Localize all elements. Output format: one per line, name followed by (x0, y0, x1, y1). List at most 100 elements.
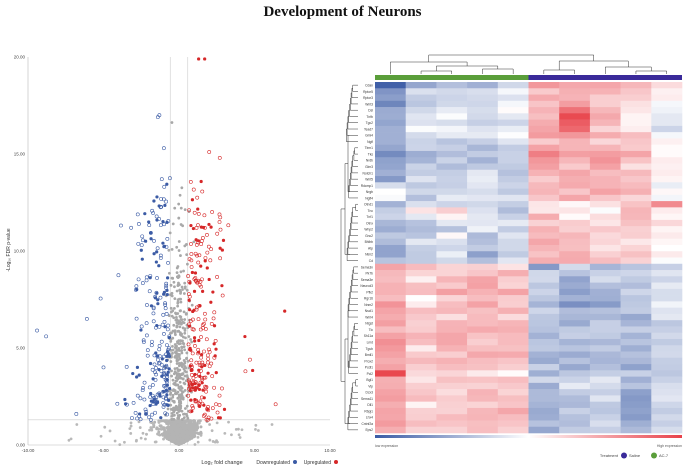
heatmap-cell (497, 226, 529, 233)
volcano-point (184, 379, 188, 383)
volcano-point (179, 423, 183, 427)
heatmap-cell (405, 100, 437, 108)
downregulated-point (151, 211, 155, 215)
heatmap-cell (589, 125, 621, 133)
upregulated-point (199, 239, 204, 243)
heatmap-cell (467, 332, 499, 340)
upregulated-point (199, 395, 204, 400)
heatmap-cell (528, 263, 560, 271)
heatmap-cell (497, 144, 529, 152)
heatmap-cell (620, 219, 652, 227)
heatmap-cell (620, 420, 652, 428)
heatmap-cell (528, 351, 560, 359)
heatmap-cell (467, 138, 499, 145)
downregulated-point (161, 389, 166, 394)
heatmap-cell (375, 176, 406, 183)
volcano-point (171, 222, 175, 226)
upregulated-point (202, 321, 206, 326)
heatmap-cell (405, 382, 437, 390)
upregulated-point (196, 317, 201, 322)
volcano-point (177, 216, 181, 220)
heatmap-cell (405, 326, 437, 334)
heatmap-cell (375, 345, 406, 352)
volcano-point (169, 306, 173, 310)
heatmap-cell (620, 188, 652, 196)
downregulated-point (164, 312, 169, 316)
volcano-point (182, 381, 186, 385)
heatmap-cell (375, 276, 406, 283)
upregulated-point (212, 385, 216, 390)
volcano-x-tick-label: 10.00 (324, 448, 336, 453)
downregulated-point (157, 367, 161, 372)
volcano-point (177, 249, 181, 252)
heatmap-cell (467, 125, 499, 133)
heatmap-cell (405, 201, 437, 208)
upregulated-point (191, 382, 195, 387)
volcano-point (157, 420, 161, 424)
heatmap-cell (436, 219, 468, 227)
volcano-y-tick-label: 0.00 (16, 443, 25, 448)
volcano-point (172, 382, 176, 386)
heatmap-cell (405, 213, 437, 221)
upregulated-point (187, 279, 192, 284)
heatmap-cell (589, 395, 621, 402)
volcano-point (173, 285, 176, 289)
heatmap-row-label: Ngfl (367, 140, 373, 144)
volcano-point (186, 262, 189, 266)
heatmap-cell (651, 326, 683, 334)
heatmap-cell (497, 125, 529, 133)
heatmap-cell (467, 313, 499, 321)
upregulated-point (192, 308, 196, 312)
heatmap-cell (405, 107, 437, 114)
volcano-point (187, 210, 191, 213)
heatmap-cell (559, 132, 591, 139)
heatmap-row-label: Rbpj1 (364, 409, 373, 413)
heatmap-cell (651, 382, 683, 390)
volcano-point (179, 300, 183, 304)
volcano-point (137, 420, 141, 424)
volcano-point (177, 281, 180, 285)
volcano-point (215, 421, 219, 425)
volcano-point (172, 323, 176, 327)
downregulated-point (157, 264, 161, 268)
upregulated-point (197, 368, 201, 372)
heatmap-cell (375, 207, 406, 214)
heatmap-cell (467, 270, 499, 277)
heatmap-cell (436, 351, 468, 359)
downregulated-point (44, 334, 49, 339)
downregulated-point (165, 292, 169, 297)
heatmap-cell (405, 88, 437, 95)
heatmap-cell (528, 232, 560, 239)
upregulated-point (204, 389, 208, 394)
heatmap-cell (375, 307, 406, 315)
heatmap-cell (651, 338, 683, 346)
volcano-point (159, 424, 163, 428)
heatmap-cell (559, 82, 591, 89)
heatmap-cell (436, 407, 468, 415)
heatmap-cell (651, 351, 683, 359)
heatmap-cell (375, 395, 406, 402)
heatmap-cell (467, 107, 499, 114)
volcano-point (179, 292, 182, 295)
heatmap-cell (620, 132, 652, 139)
heatmap-cell (436, 107, 468, 114)
volcano-point (172, 417, 176, 421)
heatmap-cell (528, 176, 560, 183)
volcano-point (172, 388, 176, 392)
heatmap-cell (436, 232, 468, 239)
upregulated-point (196, 223, 200, 228)
downregulated-point (152, 362, 157, 367)
heatmap-cell (651, 389, 683, 396)
upregulated-point (209, 300, 213, 304)
heatmap-cell (528, 426, 560, 434)
heatmap-cell (589, 288, 621, 296)
volcano-point (176, 329, 180, 333)
volcano-point (197, 421, 201, 425)
heatmap-cell (497, 395, 529, 402)
heatmap-cell (375, 407, 406, 415)
heatmap-cell (528, 182, 560, 189)
heatmap-cell (467, 307, 499, 315)
heatmap-cell (559, 395, 591, 402)
volcano-point (177, 409, 181, 413)
heatmap-cell (528, 276, 560, 283)
